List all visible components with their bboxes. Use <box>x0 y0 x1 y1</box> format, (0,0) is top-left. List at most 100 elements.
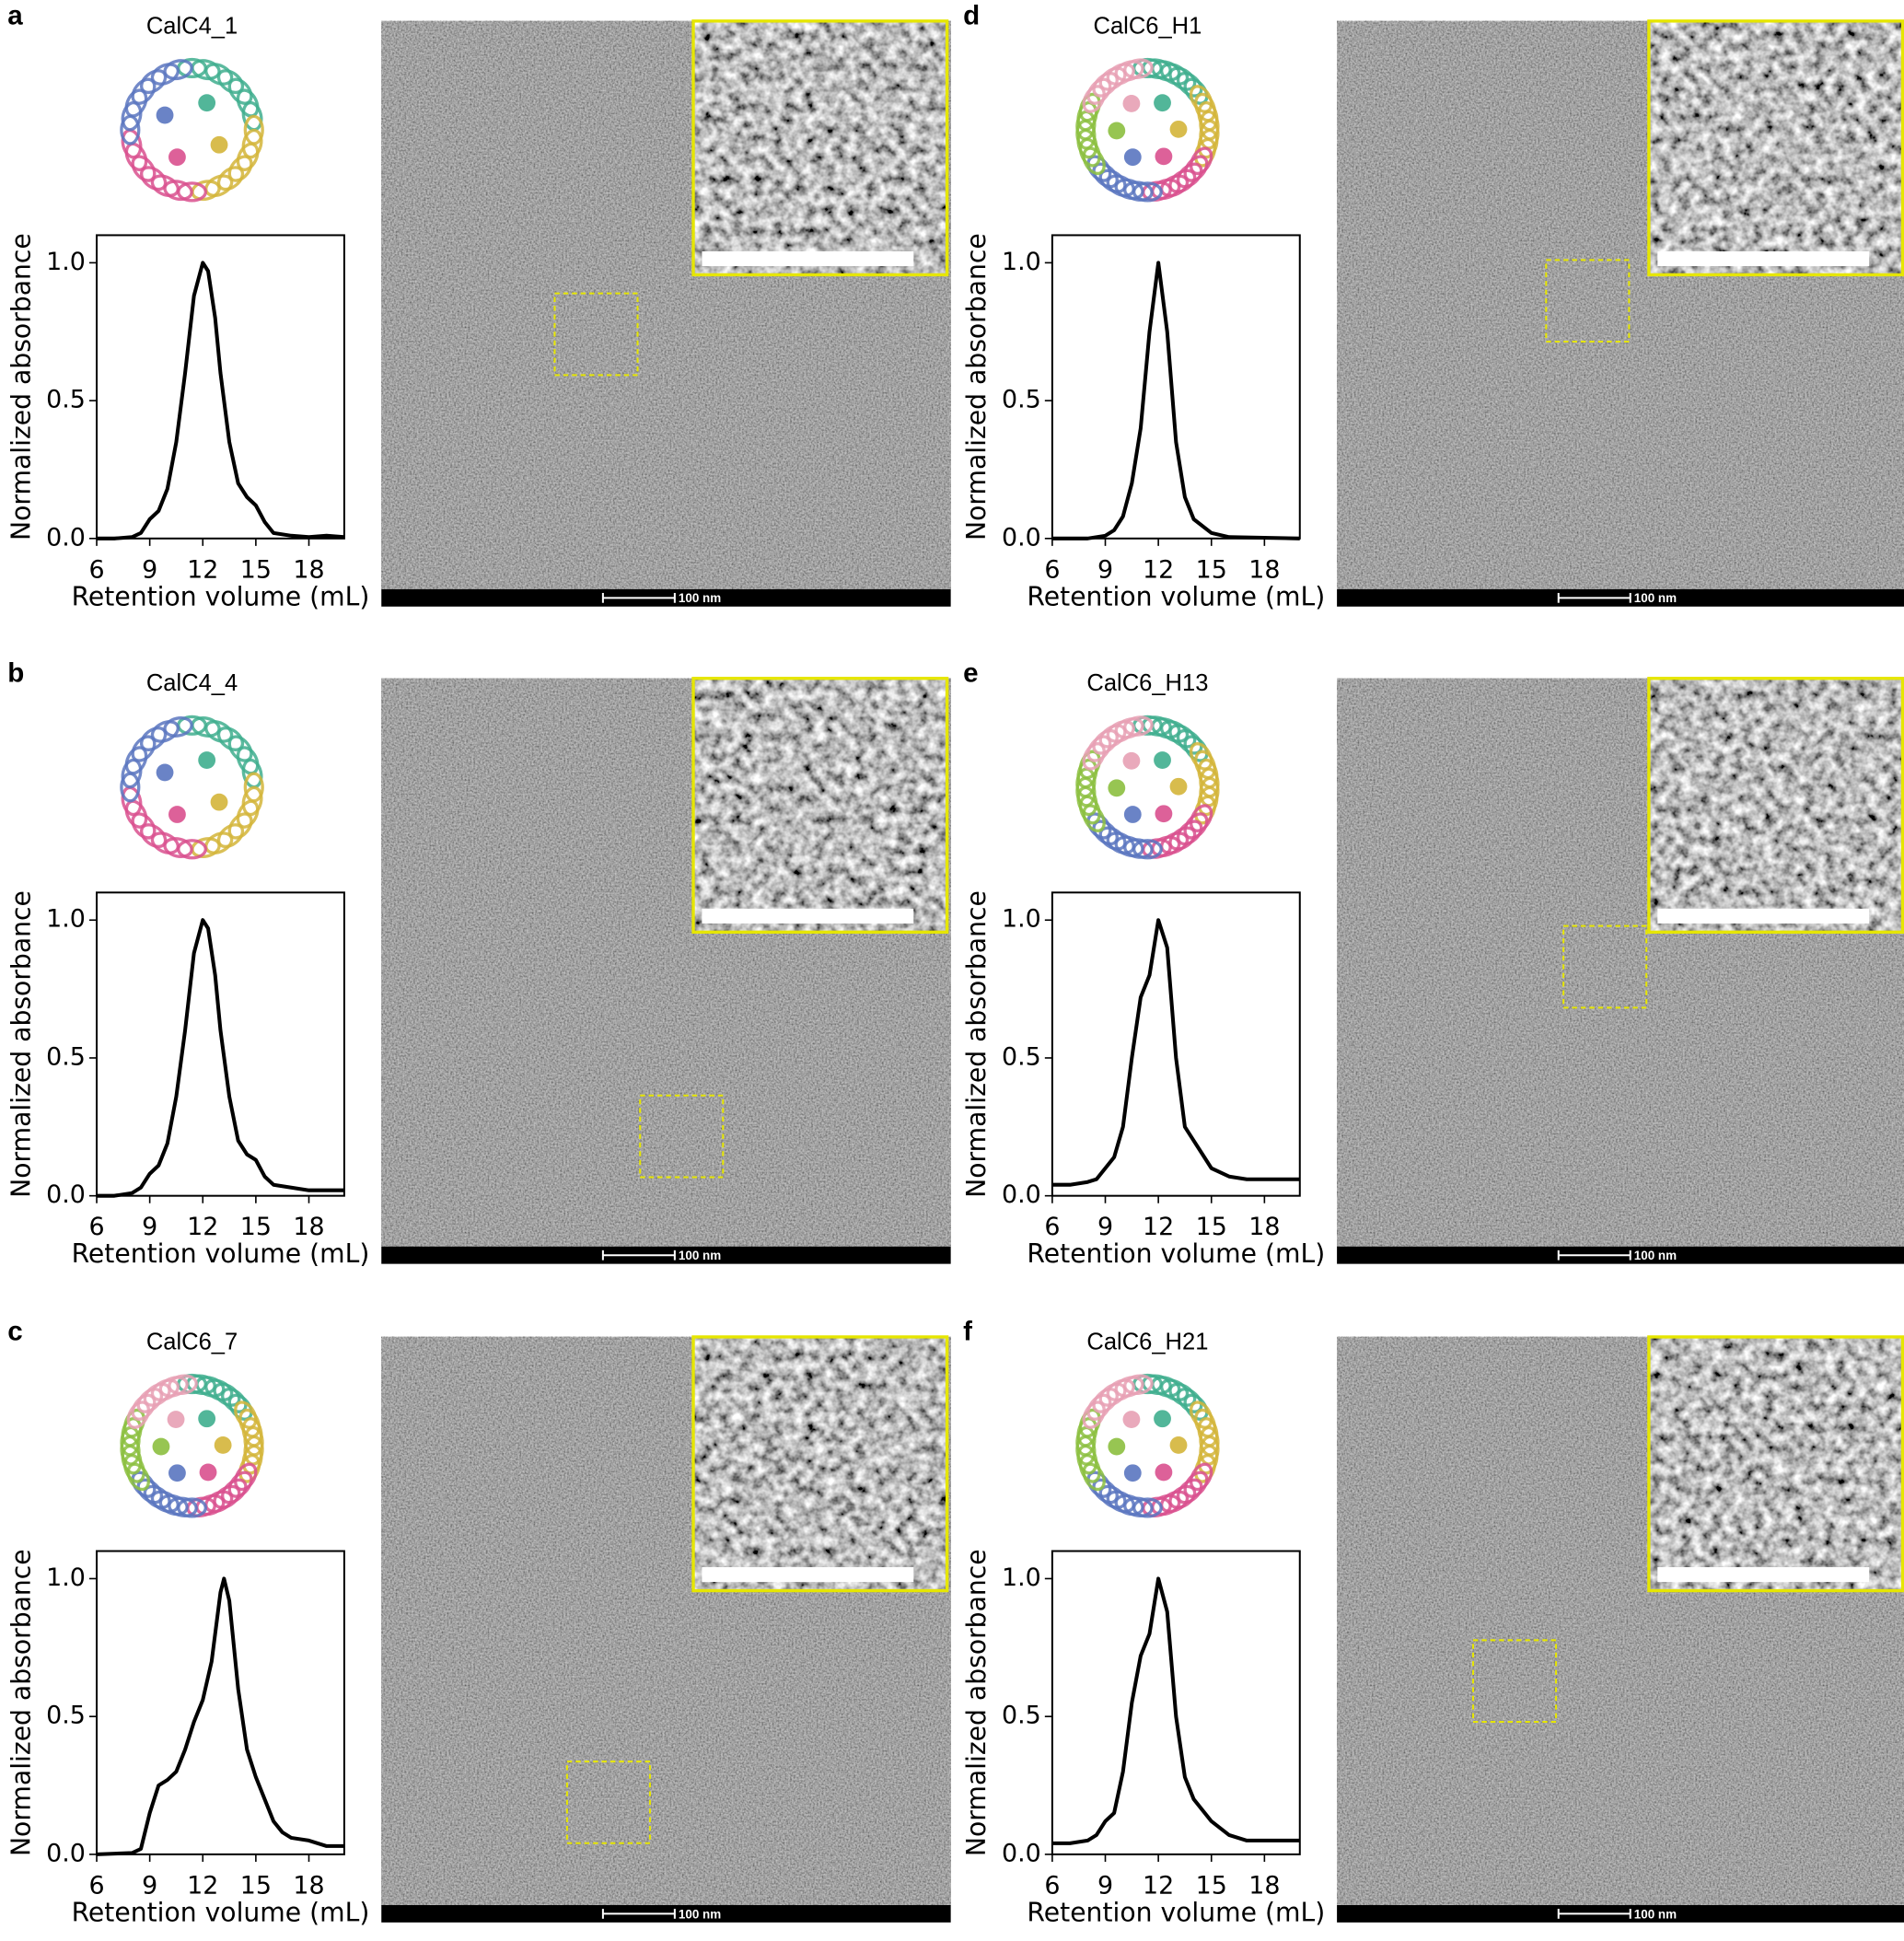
helix-core <box>1123 1464 1142 1482</box>
zoom-inset-frame <box>691 19 949 277</box>
helix-core <box>168 1464 186 1482</box>
helix-core <box>198 751 216 769</box>
y-tick-label: 0.5 <box>46 1042 86 1071</box>
sec-trace <box>97 918 344 1198</box>
scale-bar-label: 100 nm <box>679 1907 721 1921</box>
x-tick-label: 6 <box>88 555 104 584</box>
y-axis-label: Normalized absorbance <box>6 890 36 1198</box>
scale-bar-label: 100 nm <box>1634 1907 1677 1921</box>
helix-core <box>1122 751 1141 770</box>
helix-core <box>1155 805 1173 823</box>
panel-letter: b <box>7 658 24 689</box>
plot-frame <box>1051 234 1301 540</box>
x-tick-label: 12 <box>187 1871 218 1900</box>
helix-core <box>210 793 228 811</box>
x-axis-label: Retention volume (mL) <box>72 1238 370 1269</box>
x-tick-label: 15 <box>1196 555 1227 584</box>
x-tick-label: 15 <box>1196 1871 1227 1900</box>
helix-coil <box>1106 720 1135 743</box>
zoom-inset-frame <box>1647 19 1904 277</box>
x-tick-label: 9 <box>1097 1213 1113 1241</box>
y-axis-label: Normalized absorbance <box>961 233 992 540</box>
x-axis-label: Retention volume (mL) <box>1027 1238 1325 1269</box>
sec-trace <box>1051 261 1300 540</box>
y-axis-label: Normalized absorbance <box>6 233 36 540</box>
panel-letter: f <box>963 1317 972 1347</box>
y-tick-label: 1.0 <box>46 1563 86 1592</box>
helix-core <box>1169 777 1188 796</box>
inset-scale-bar <box>1657 908 1870 924</box>
x-tick-label: 6 <box>1044 1871 1060 1900</box>
helix-coil <box>168 1374 198 1396</box>
x-tick-label: 18 <box>1248 1213 1280 1241</box>
helix-coil <box>163 716 193 738</box>
plot-frame <box>1051 891 1301 1197</box>
helix-core <box>168 148 186 167</box>
x-tick-label: 6 <box>1044 555 1060 584</box>
helix-core <box>167 1411 185 1428</box>
zoom-region <box>1562 924 1648 1009</box>
plot-frame <box>96 234 345 540</box>
sec-trace <box>96 1576 344 1856</box>
helix-coil <box>1123 715 1154 737</box>
helix-coil <box>1106 1378 1135 1401</box>
y-tick-label: 0.0 <box>1002 523 1041 552</box>
structure-model <box>120 715 264 860</box>
zoom-inset <box>1648 1336 1903 1591</box>
panel-letter: a <box>7 1 23 31</box>
structure-title: CalC6_H13 <box>1086 670 1208 696</box>
helix-coil <box>158 1376 189 1398</box>
structure-title: CalC4_1 <box>146 13 238 39</box>
x-tick-label: 12 <box>187 555 218 584</box>
x-tick-label: 18 <box>293 555 324 584</box>
x-tick-label: 18 <box>1248 1871 1280 1900</box>
helix-coil <box>1123 58 1154 79</box>
x-tick-label: 9 <box>142 1213 157 1241</box>
helix-coil <box>1114 60 1144 82</box>
zoom-region <box>553 292 639 377</box>
helix-core <box>1155 1463 1173 1482</box>
y-tick-label: 1.0 <box>46 905 86 934</box>
zoom-inset <box>693 1336 947 1591</box>
helix-core <box>156 106 174 124</box>
zoom-inset <box>1648 678 1903 933</box>
plot-frame <box>96 1550 345 1855</box>
helix-core <box>210 135 228 154</box>
zoom-inset-frame <box>691 677 949 935</box>
helix-core <box>152 1437 170 1456</box>
zoom-inset <box>693 678 947 933</box>
y-tick-label: 0.0 <box>46 1180 86 1209</box>
y-tick-label: 0.5 <box>1002 1042 1041 1071</box>
y-tick-label: 0.0 <box>1002 1839 1041 1867</box>
x-tick-label: 9 <box>1097 555 1113 584</box>
y-tick-label: 1.0 <box>1002 248 1041 276</box>
inset-scale-bar <box>1657 1566 1870 1583</box>
inset-scale-bar <box>702 1566 914 1583</box>
helix-coil <box>150 63 180 86</box>
y-axis-label: Normalized absorbance <box>961 890 992 1198</box>
helix-core <box>1169 120 1188 138</box>
inset-scale-bar <box>702 908 914 924</box>
scale-bar-label: 100 nm <box>1634 591 1677 605</box>
x-tick-label: 9 <box>1097 1871 1113 1900</box>
x-tick-label: 6 <box>1044 1213 1060 1241</box>
scale-bar-label: 100 nm <box>679 591 721 605</box>
helix-core <box>1108 779 1126 797</box>
helix-core <box>1155 147 1173 166</box>
zoom-inset-frame <box>691 1335 949 1593</box>
panel-letter: d <box>963 1 980 31</box>
structure-title: CalC4_4 <box>146 670 238 696</box>
sec-trace <box>97 261 345 540</box>
sec-trace <box>1051 1576 1300 1845</box>
x-tick-label: 6 <box>88 1213 104 1241</box>
y-tick-label: 0.0 <box>46 1839 86 1867</box>
zoom-inset <box>1648 20 1903 275</box>
panel-letter: c <box>7 1317 22 1347</box>
x-tick-label: 9 <box>142 1871 157 1900</box>
x-tick-label: 18 <box>1248 555 1280 584</box>
helix-coil <box>1123 1374 1154 1396</box>
structure-title: CalC6_H1 <box>1094 13 1202 39</box>
scale-bar-label: 100 nm <box>679 1249 721 1262</box>
